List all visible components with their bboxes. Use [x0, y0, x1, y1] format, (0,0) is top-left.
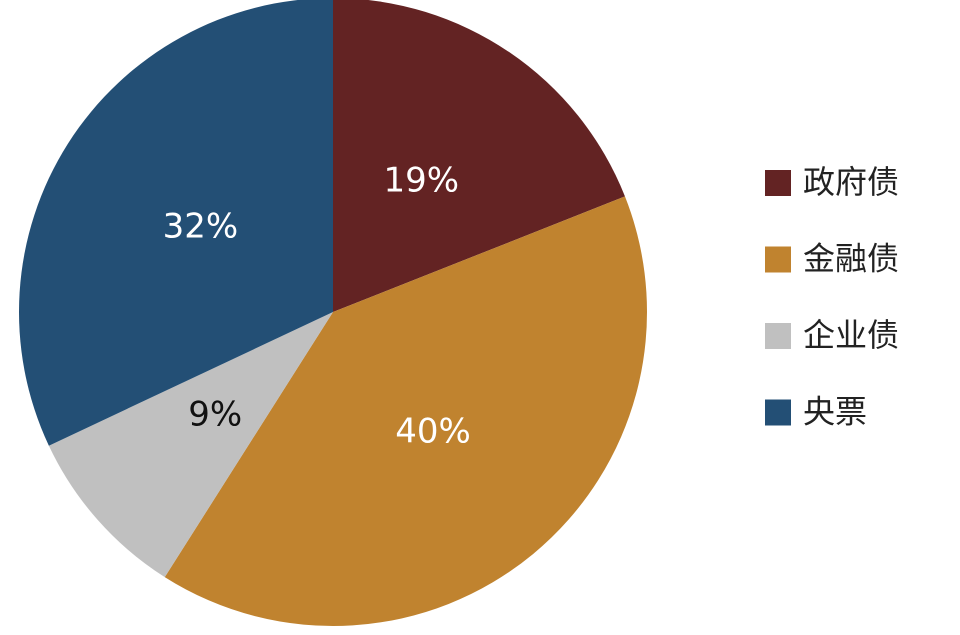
legend-swatch	[765, 170, 791, 196]
legend-label: 金融债	[803, 240, 899, 278]
slice-label: 32%	[163, 206, 239, 246]
slice-label: 9%	[188, 394, 242, 434]
slice-label: 19%	[383, 161, 459, 201]
pie-slice	[164, 196, 648, 626]
pie-slice	[19, 0, 333, 446]
pie-slice	[333, 0, 625, 312]
legend-label: 企业债	[803, 316, 899, 354]
legend-label: 政府债	[803, 163, 899, 201]
slice-label: 40%	[395, 411, 471, 451]
legend-swatch	[765, 246, 791, 273]
legend-swatch	[765, 323, 791, 349]
legend-label: 央票	[803, 393, 867, 431]
pie-slice	[48, 312, 333, 578]
legend-swatch	[765, 399, 791, 426]
